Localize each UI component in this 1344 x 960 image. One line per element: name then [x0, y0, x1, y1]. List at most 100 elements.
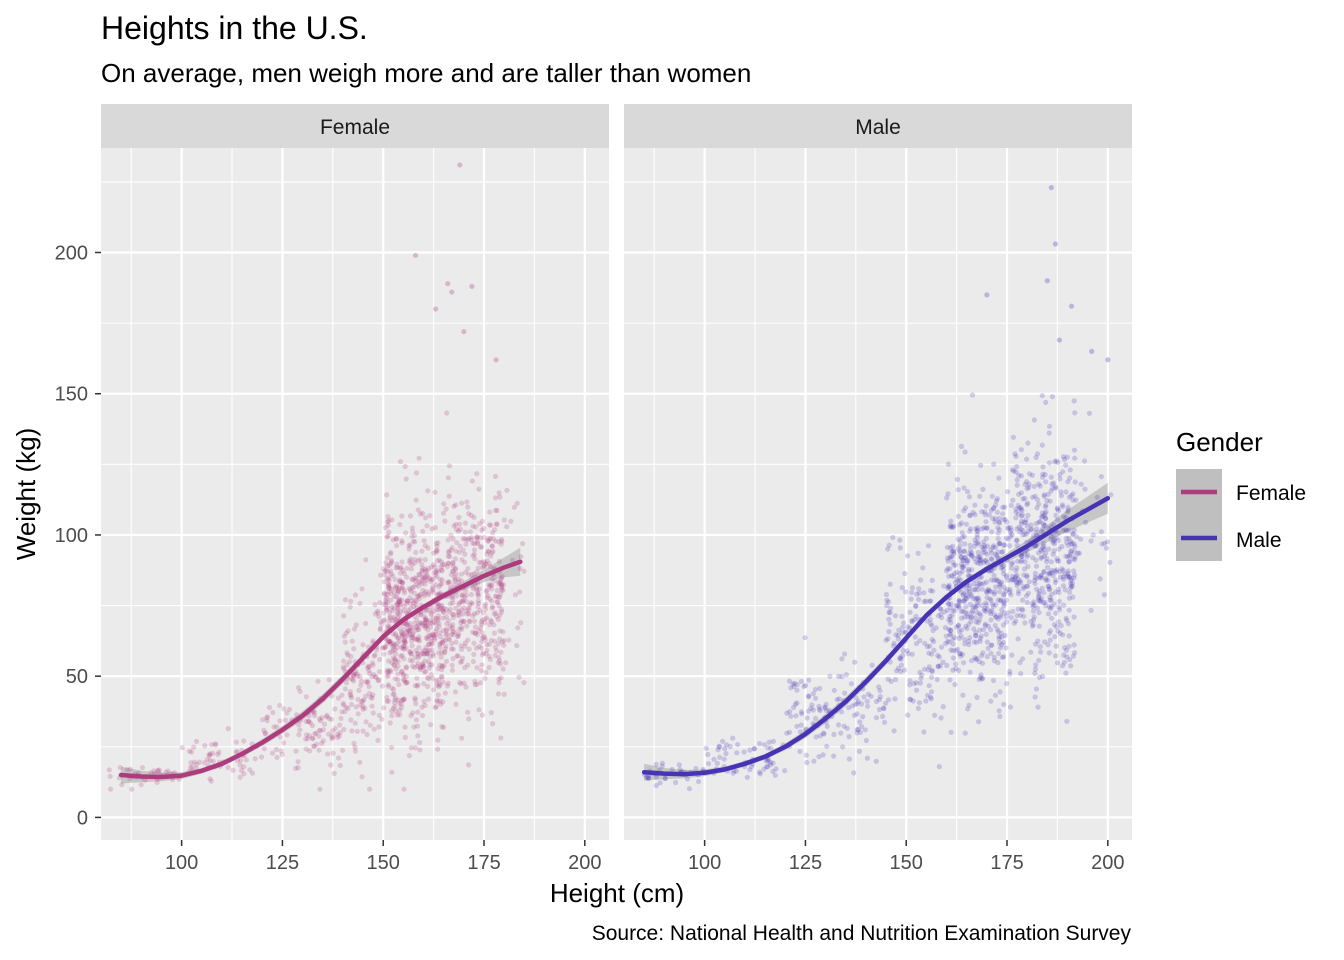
scatter-point — [420, 620, 426, 627]
scatter-point — [493, 593, 500, 600]
scatter-point — [390, 705, 396, 711]
scatter-point — [420, 587, 426, 594]
scatter-point — [1014, 580, 1020, 586]
scatter-point — [972, 655, 978, 661]
scatter-point — [395, 671, 401, 677]
scatter-point — [929, 636, 935, 643]
scatter-point — [1033, 662, 1039, 668]
scatter-point — [1035, 638, 1041, 644]
scatter-point — [975, 602, 981, 608]
scatter-point — [974, 527, 980, 533]
scatter-point — [432, 524, 438, 531]
scatter-point — [1047, 594, 1053, 600]
scatter-point — [979, 544, 985, 550]
scatter-point — [459, 592, 465, 598]
scatter-point — [437, 698, 443, 704]
scatter-point — [385, 683, 391, 689]
scatter-point — [913, 680, 920, 686]
scatter-point — [452, 565, 459, 571]
scatter-point — [487, 509, 493, 515]
scatter-point — [1033, 526, 1040, 532]
scatter-point — [495, 691, 502, 697]
scatter-point — [436, 607, 442, 613]
scatter-point — [1067, 657, 1073, 663]
scatter-point — [387, 615, 393, 621]
scatter-point — [320, 738, 326, 744]
scatter-point — [188, 765, 194, 771]
scatter-point — [379, 621, 385, 627]
scatter-point — [817, 733, 823, 739]
scatter-point — [991, 543, 997, 549]
scatter-point — [1104, 539, 1110, 545]
scatter-point — [747, 747, 753, 753]
scatter-point — [478, 680, 484, 686]
scatter-point — [435, 601, 441, 607]
scatter-point — [335, 731, 341, 737]
scatter-point — [450, 631, 456, 638]
scatter-point — [1018, 490, 1024, 496]
scatter-point — [835, 722, 842, 728]
scatter-point — [439, 568, 445, 574]
scatter-point — [1046, 630, 1052, 636]
scatter-point — [425, 622, 431, 629]
x-tick-label: 200 — [1091, 852, 1124, 874]
scatter-point — [1082, 486, 1088, 492]
scatter-point — [794, 681, 800, 688]
scatter-point — [497, 494, 503, 500]
scatter-point — [997, 689, 1003, 695]
scatter-point — [243, 757, 249, 763]
scatter-point — [386, 562, 392, 569]
scatter-point — [448, 547, 454, 553]
scatter-point — [909, 589, 915, 596]
scatter-point — [419, 548, 425, 554]
scatter-point — [360, 728, 366, 734]
scatter-point — [928, 689, 935, 695]
scatter-point — [963, 592, 969, 599]
scatter-point — [414, 675, 420, 681]
scatter-point — [1068, 663, 1074, 669]
scatter-point — [518, 554, 524, 560]
scatter-point — [490, 548, 496, 554]
scatter-point — [466, 571, 472, 577]
scatter-point — [1010, 576, 1016, 583]
scatter-point — [973, 633, 979, 639]
scatter-point — [336, 733, 342, 739]
scatter-point — [486, 522, 492, 528]
scatter-point — [1047, 597, 1053, 603]
scatter-point — [366, 663, 372, 669]
scatter-point — [349, 728, 355, 734]
scatter-point — [412, 597, 418, 603]
scatter-point — [475, 593, 481, 599]
scatter-point — [967, 512, 974, 518]
scatter-point — [473, 645, 480, 651]
scatter-point — [435, 746, 441, 752]
scatter-point — [836, 696, 842, 702]
scatter-point — [963, 595, 970, 602]
scatter-point — [1039, 548, 1045, 554]
scatter-point — [982, 621, 989, 627]
scatter-point — [472, 682, 478, 688]
scatter-point — [831, 731, 837, 738]
scatter-point — [981, 607, 987, 614]
scatter-point — [277, 702, 283, 708]
scatter-point — [1032, 543, 1038, 549]
scatter-point — [401, 656, 407, 662]
scatter-point — [436, 677, 442, 683]
scatter-point — [959, 564, 965, 570]
scatter-point — [1072, 572, 1078, 578]
scatter-point — [1009, 565, 1015, 571]
scatter-point — [396, 612, 403, 618]
scatter-point — [767, 762, 774, 768]
scatter-point — [379, 683, 386, 689]
scatter-point — [852, 701, 859, 707]
scatter-point — [360, 698, 366, 704]
scatter-point — [395, 599, 401, 605]
scatter-point — [411, 724, 417, 730]
scatter-point — [916, 700, 923, 706]
scatter-point — [402, 724, 408, 730]
scatter-point — [496, 654, 502, 661]
scatter-point — [348, 675, 354, 682]
scatter-point — [1055, 459, 1061, 465]
scatter-point — [998, 565, 1004, 571]
scatter-point — [459, 557, 465, 563]
